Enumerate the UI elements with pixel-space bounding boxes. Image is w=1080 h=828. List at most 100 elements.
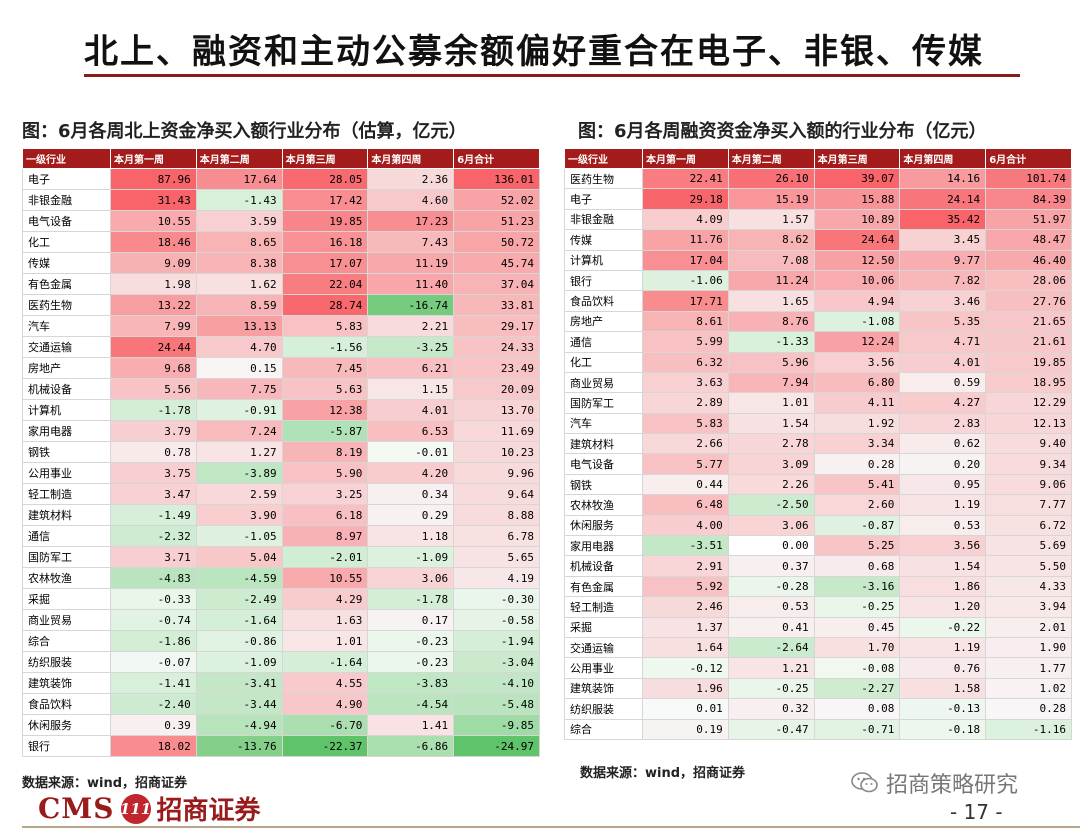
weekly-value-cell: -0.18 — [899, 718, 987, 740]
total-cell: 6.78 — [453, 525, 540, 547]
column-header: 本月第二周 — [727, 148, 815, 169]
weekly-value-cell: 1.63 — [281, 609, 369, 631]
weekly-value-cell: 1.70 — [813, 636, 901, 659]
weekly-value-cell: -0.25 — [813, 596, 901, 618]
weekly-value-cell: 0.17 — [367, 609, 455, 631]
weekly-value-cell: 3.75 — [110, 462, 197, 484]
table-row: 国防军工 2.89 1.01 4.11 4.27 12.29 — [564, 392, 1072, 414]
weekly-value-cell: -1.86 — [110, 630, 197, 652]
total-cell: 84.39 — [985, 188, 1072, 210]
total-cell: -0.58 — [453, 609, 540, 631]
total-cell: -5.48 — [453, 693, 540, 715]
weekly-value-cell: 3.59 — [195, 210, 283, 232]
table-row: 国防军工 3.71 5.04 -2.01 -1.09 5.65 — [22, 546, 540, 568]
total-cell: 27.76 — [985, 290, 1072, 312]
weekly-value-cell: 4.94 — [813, 290, 901, 312]
logo-emblem-icon: 111 — [120, 793, 151, 824]
weekly-value-cell: 8.76 — [727, 310, 815, 333]
weekly-value-cell: 3.09 — [727, 453, 815, 475]
weekly-value-cell: 4.70 — [195, 336, 283, 358]
total-cell: 5.65 — [453, 546, 540, 568]
table-row: 计算机 17.04 7.08 12.50 9.77 46.40 — [564, 249, 1072, 271]
weekly-value-cell: 7.82 — [899, 269, 987, 292]
weekly-value-cell: 1.64 — [642, 636, 729, 659]
weekly-value-cell: -4.83 — [110, 567, 197, 589]
industry-cell: 休闲服务 — [22, 714, 111, 736]
weekly-value-cell: 9.77 — [899, 249, 987, 271]
industry-cell: 交通运输 — [22, 336, 111, 358]
table-row: 建筑材料 -1.49 3.90 6.18 0.29 8.88 — [22, 504, 540, 526]
total-cell: 51.97 — [985, 208, 1072, 231]
table-row: 交通运输 1.64 -2.64 1.70 1.19 1.90 — [564, 636, 1072, 659]
weekly-value-cell: -1.09 — [367, 546, 455, 568]
industry-cell: 公用事业 — [22, 462, 111, 484]
weekly-value-cell: 18.46 — [110, 231, 197, 253]
table-row: 建筑装饰 -1.41 -3.41 4.55 -3.83 -4.10 — [22, 672, 540, 694]
weekly-value-cell: -3.89 — [195, 462, 283, 484]
weekly-value-cell: 5.25 — [813, 535, 901, 557]
weekly-value-cell: 0.32 — [727, 698, 815, 720]
table-row: 纺织服装 -0.07 -1.09 -1.64 -0.23 -3.04 — [22, 651, 540, 673]
weekly-value-cell: 3.25 — [281, 483, 369, 505]
table-row: 交通运输 24.44 4.70 -1.56 -3.25 24.33 — [22, 336, 540, 358]
table-row: 轻工制造 2.46 0.53 -0.25 1.20 3.94 — [564, 596, 1072, 618]
weekly-value-cell: 4.27 — [899, 392, 987, 414]
total-cell: 13.70 — [453, 399, 540, 421]
slide-title: 北上、融资和主动公募余额偏好重合在电子、非银、传媒 — [84, 32, 984, 72]
weekly-value-cell: 6.80 — [813, 371, 901, 394]
weekly-value-cell: -0.25 — [727, 677, 815, 700]
weekly-value-cell: 3.63 — [642, 371, 729, 394]
weekly-value-cell: -1.49 — [110, 504, 197, 526]
margin-financing-table: 一级行业 本月第一周 本月第二周 本月第三周 本月第四周 6月合计 医药生物 22.41 26… — [564, 148, 1072, 740]
weekly-value-cell: -5.87 — [281, 420, 369, 442]
column-header: 本月第四周 — [367, 148, 455, 169]
weekly-value-cell: 26.10 — [727, 167, 815, 190]
weekly-value-cell: 4.55 — [281, 672, 369, 694]
weekly-value-cell: 0.76 — [899, 657, 987, 679]
weekly-value-cell: 8.97 — [281, 525, 369, 547]
weekly-value-cell: 17.71 — [642, 290, 729, 312]
weekly-value-cell: 3.46 — [899, 290, 987, 312]
table-row: 商业贸易 3.63 7.94 6.80 0.59 18.95 — [564, 371, 1072, 394]
total-cell: 29.17 — [453, 315, 540, 337]
weekly-value-cell: -2.27 — [813, 677, 901, 700]
total-cell: 0.28 — [985, 698, 1072, 720]
weekly-value-cell: -2.49 — [195, 588, 283, 610]
total-cell: 2.01 — [985, 616, 1072, 638]
weekly-value-cell: 1.01 — [281, 630, 369, 652]
total-cell: 9.34 — [985, 453, 1072, 475]
weekly-value-cell: 7.45 — [281, 357, 369, 379]
total-cell: 136.01 — [453, 168, 540, 190]
weekly-value-cell: 1.15 — [367, 378, 455, 400]
total-cell: -0.30 — [453, 588, 540, 610]
weekly-value-cell: -22.37 — [281, 735, 369, 757]
industry-cell: 机械设备 — [22, 378, 111, 400]
total-cell: 12.13 — [985, 412, 1072, 435]
table-row: 家用电器 -3.51 0.00 5.25 3.56 5.69 — [564, 535, 1072, 557]
weekly-value-cell: 2.60 — [813, 494, 901, 516]
table-row: 休闲服务 0.39 -4.94 -6.70 1.41 -9.85 — [22, 714, 540, 736]
table-row: 公用事业 3.75 -3.89 5.90 4.20 9.96 — [22, 462, 540, 484]
table-row: 农林牧渔 6.48 -2.50 2.60 1.19 7.77 — [564, 494, 1072, 516]
table-row: 公用事业 -0.12 1.21 -0.08 0.76 1.77 — [564, 657, 1072, 679]
weekly-value-cell: 7.24 — [195, 420, 283, 442]
column-header: 本月第二周 — [195, 148, 283, 169]
weekly-value-cell: 8.62 — [727, 229, 815, 251]
weekly-value-cell: 3.06 — [727, 514, 815, 537]
weekly-value-cell: 7.08 — [727, 249, 815, 271]
total-cell: 46.40 — [985, 249, 1072, 271]
column-header: 6月合计 — [985, 148, 1072, 169]
industry-cell: 商业贸易 — [22, 609, 111, 631]
industry-cell: 有色金属 — [564, 575, 643, 598]
industry-cell: 非银金融 — [564, 208, 643, 231]
weekly-value-cell: 7.43 — [367, 231, 455, 253]
weekly-value-cell: 3.71 — [110, 546, 197, 568]
weekly-value-cell: 7.99 — [110, 315, 197, 337]
total-cell: 19.85 — [985, 351, 1072, 373]
weekly-value-cell: 0.53 — [899, 514, 987, 537]
weekly-value-cell: 6.18 — [281, 504, 369, 526]
table-row: 电子 29.18 15.19 15.88 24.14 84.39 — [564, 188, 1072, 210]
weekly-value-cell: -1.64 — [281, 651, 369, 673]
weekly-value-cell: 1.86 — [899, 575, 987, 598]
weekly-value-cell: 4.11 — [813, 392, 901, 414]
